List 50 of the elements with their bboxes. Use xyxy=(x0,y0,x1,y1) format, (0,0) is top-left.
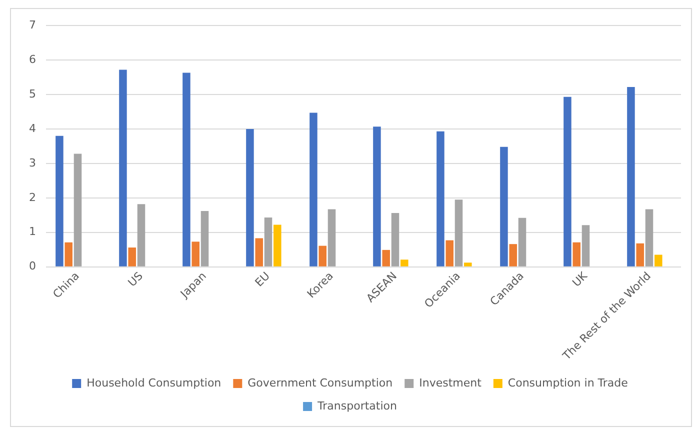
bar xyxy=(436,131,444,266)
bar xyxy=(464,262,472,266)
y-tick-label: 4 xyxy=(29,122,36,135)
bar xyxy=(246,128,254,266)
bar xyxy=(518,218,526,266)
bar xyxy=(373,126,381,266)
y-tick-label: 3 xyxy=(29,156,36,170)
legend-label: Government Consumption xyxy=(248,376,393,390)
bar xyxy=(310,112,318,266)
y-tick-label: 7 xyxy=(29,18,36,32)
bar xyxy=(274,224,282,266)
y-tick-label: 1 xyxy=(29,225,36,238)
bar xyxy=(74,154,82,266)
x-tick-label: EU xyxy=(252,269,272,290)
bar xyxy=(572,242,580,266)
bar xyxy=(128,248,136,266)
bar xyxy=(382,250,390,266)
y-tick-label: 0 xyxy=(29,260,36,273)
bar xyxy=(391,213,400,266)
y-tick-label: 2 xyxy=(29,190,36,204)
bar xyxy=(328,209,336,266)
bar xyxy=(454,200,463,266)
bar xyxy=(446,240,454,266)
bar xyxy=(200,210,209,266)
bar xyxy=(400,260,408,266)
bar xyxy=(192,242,200,266)
bar xyxy=(509,244,517,266)
bar xyxy=(264,218,272,266)
legend-label: Consumption in Trade xyxy=(508,376,628,390)
bar xyxy=(645,209,654,266)
bar xyxy=(564,96,572,266)
legend-label: Investment xyxy=(419,376,482,390)
bar xyxy=(255,238,263,266)
bar xyxy=(627,86,635,266)
bar xyxy=(654,254,662,266)
legend-label: Transportation xyxy=(316,399,397,412)
x-tick-label: US xyxy=(126,269,146,290)
bar xyxy=(56,136,64,266)
bar xyxy=(137,204,146,266)
bar xyxy=(500,146,508,266)
bar xyxy=(582,225,590,266)
bar xyxy=(636,243,644,266)
bar xyxy=(182,72,190,266)
legend-label: Household Consumption xyxy=(86,376,222,390)
y-tick-label: 6 xyxy=(29,52,36,66)
bar xyxy=(119,70,127,266)
y-tick-label: 5 xyxy=(29,87,36,100)
x-tick-label: UK xyxy=(570,268,590,290)
bar xyxy=(318,246,326,266)
bar xyxy=(64,242,72,266)
